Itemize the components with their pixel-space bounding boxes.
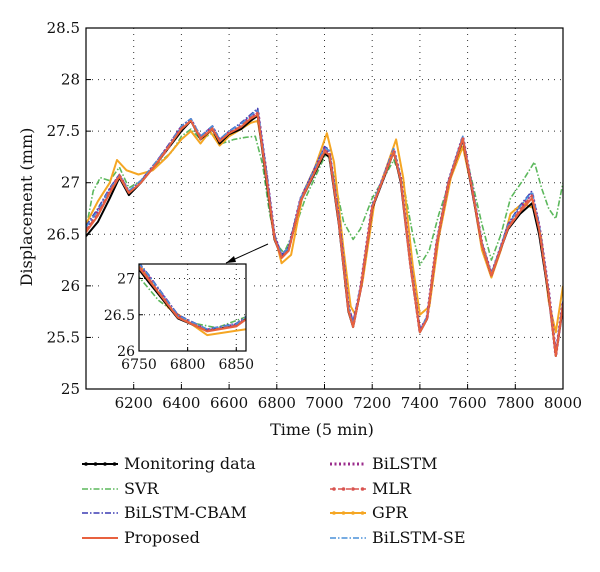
legend-marker: [84, 462, 88, 466]
y-tick-label: 28.5: [47, 19, 80, 37]
inset-x-tick-label: 6850: [218, 357, 254, 373]
x-tick-label: 8000: [544, 394, 582, 412]
x-tick-label: 7200: [353, 394, 391, 412]
legend-label: Proposed: [124, 528, 200, 547]
x-tick-label: 7600: [449, 394, 487, 412]
legend-label: GPR: [372, 503, 409, 522]
series-line-proposed: [86, 113, 563, 357]
legend-label: MLR: [372, 479, 412, 498]
legend: Monitoring data SVR BiLSTM-CBAM Proposed BiL…: [82, 454, 466, 547]
x-tick-label: 6800: [258, 394, 296, 412]
legend-marker: [360, 487, 365, 491]
y-tick-label: 28: [61, 71, 80, 89]
legend-label: BiLSTM: [372, 454, 438, 473]
x-tick-label: 7400: [401, 394, 439, 412]
x-tick-label: 7000: [305, 394, 343, 412]
inset-y-tick-label: 26: [117, 344, 135, 360]
x-tick-label: 6400: [162, 394, 200, 412]
inset-series-line-svr: [139, 275, 246, 329]
legend-marker: [332, 487, 336, 491]
y-tick-label: 25: [61, 380, 80, 398]
y-tick-label: 25.5: [47, 328, 80, 346]
y-tick-label: 26: [61, 277, 80, 295]
x-axis-label: Time (5 min): [270, 420, 374, 439]
legend-marker: [360, 511, 365, 515]
y-axis-label: Displacement (mm): [17, 128, 36, 287]
legend-marker: [103, 462, 107, 466]
inset-x-tick-label: 6800: [170, 357, 206, 373]
legend-marker: [332, 511, 336, 515]
legend-label: BiLSTM-SE: [372, 528, 466, 547]
inset-background: [100, 258, 254, 380]
x-tick-label: 6200: [115, 394, 153, 412]
x-tick-label: 7800: [496, 394, 534, 412]
legend-marker: [112, 462, 117, 466]
legend-marker: [351, 487, 355, 491]
legend-marker: [341, 511, 346, 515]
legend-marker: [341, 487, 346, 491]
inset-pointer-arrowhead: [226, 256, 236, 263]
inset-y-tick-label: 26.5: [104, 308, 135, 324]
legend-marker: [93, 462, 98, 466]
inset-series-line-bilstm-se: [139, 264, 246, 330]
inset-series-line-proposed: [139, 265, 246, 333]
x-tick-label: 6600: [210, 394, 248, 412]
inset-y-tick-label: 27: [117, 272, 135, 288]
inset-frame: [138, 263, 247, 352]
y-tick-label: 27.5: [47, 122, 80, 140]
legend-label: SVR: [124, 479, 160, 498]
y-tick-label: 26.5: [47, 225, 80, 243]
legend-marker: [351, 511, 355, 515]
inset-series-group: [139, 264, 246, 337]
series-group: [86, 107, 563, 357]
inset-x-tick-label: 6750: [121, 357, 157, 373]
legend-label: BiLSTM-CBAM: [124, 503, 247, 522]
legend-label: Monitoring data: [124, 454, 256, 473]
y-tick-label: 27: [61, 174, 80, 192]
